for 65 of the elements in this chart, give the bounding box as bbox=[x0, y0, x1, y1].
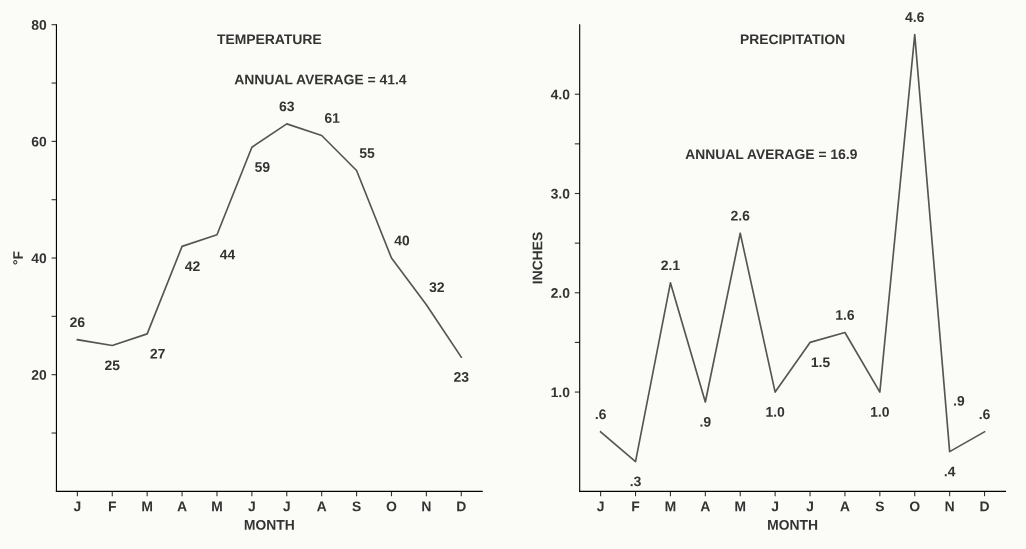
x-tick-label: J bbox=[283, 501, 290, 512]
x-tick-label: A bbox=[177, 501, 187, 512]
data-label: 27 bbox=[150, 348, 165, 359]
x-tick-label: J bbox=[73, 501, 81, 512]
data-label: 63 bbox=[279, 101, 294, 112]
data-label: .3 bbox=[630, 476, 641, 487]
y-tick-label: 1.0 bbox=[551, 387, 570, 398]
x-tick-label: S bbox=[875, 501, 884, 512]
data-label: 32 bbox=[429, 282, 445, 293]
x-tick-label: N bbox=[945, 501, 954, 512]
x-axis-title: MONTH bbox=[244, 519, 294, 530]
x-tick-label: J bbox=[806, 501, 813, 512]
x-tick-label: M bbox=[735, 501, 746, 512]
data-label: .6 bbox=[979, 409, 990, 420]
y-tick-label: 80 bbox=[31, 20, 47, 30]
y-axis-title: °F bbox=[13, 251, 23, 265]
data-label: 2.6 bbox=[731, 210, 750, 221]
x-tick-label: M bbox=[665, 501, 676, 512]
data-label: 55 bbox=[359, 148, 375, 158]
x-tick-label: O bbox=[386, 501, 397, 512]
x-axis-title: MONTH bbox=[768, 519, 818, 530]
data-label: 61 bbox=[324, 113, 340, 123]
data-label: 44 bbox=[219, 249, 236, 260]
data-label: 23 bbox=[454, 372, 469, 382]
annotation: .9 bbox=[954, 395, 965, 406]
x-tick-label: J bbox=[596, 501, 604, 512]
data-label: 25 bbox=[105, 360, 120, 371]
x-tick-label: D bbox=[980, 501, 989, 512]
y-tick-label: 3.0 bbox=[550, 188, 570, 199]
annotation: ANNUAL AVERAGE = 41.4 bbox=[234, 74, 407, 85]
x-tick-label: D bbox=[457, 501, 466, 512]
y-tick-label: 2.0 bbox=[551, 288, 570, 298]
data-label: .4 bbox=[944, 466, 956, 477]
text: PRECIPITATION bbox=[740, 34, 845, 45]
y-axis-title: INCHES bbox=[532, 232, 543, 284]
data-label: 40 bbox=[394, 235, 410, 246]
y-tick-label: 40 bbox=[31, 253, 47, 264]
data-label: 59 bbox=[255, 162, 270, 172]
x-tick-label: F bbox=[108, 501, 117, 512]
data-label: 2.1 bbox=[661, 260, 680, 271]
data-label: 4.6 bbox=[905, 12, 924, 23]
x-tick-label: O bbox=[909, 501, 920, 512]
x-tick-label: S bbox=[352, 501, 361, 512]
x-tick-label: J bbox=[248, 501, 255, 512]
data-label: 1.0 bbox=[766, 406, 785, 417]
data-label: 1.6 bbox=[836, 310, 855, 320]
data-label: 1.0 bbox=[871, 406, 889, 417]
x-tick-label: A bbox=[317, 501, 327, 512]
y-tick-label: 4.0 bbox=[550, 89, 570, 100]
x-tick-label: M bbox=[142, 501, 153, 512]
x-tick-label: A bbox=[840, 501, 850, 512]
y-tick-label: 60 bbox=[31, 136, 47, 147]
text: TEMPERATURE bbox=[217, 34, 322, 45]
data-label: 42 bbox=[185, 261, 200, 271]
x-tick-label: M bbox=[212, 501, 222, 512]
annotation: ANNUAL AVERAGE = 16.9 bbox=[685, 149, 857, 160]
data-label: 26 bbox=[70, 317, 85, 328]
x-tick-label: N bbox=[422, 501, 431, 512]
x-tick-label: F bbox=[632, 501, 640, 512]
data-label: 1.5 bbox=[811, 357, 830, 368]
data-label: .6 bbox=[595, 409, 606, 420]
data-label: .9 bbox=[700, 416, 711, 427]
y-tick-label: 20 bbox=[31, 370, 47, 380]
x-tick-label: A bbox=[700, 501, 710, 512]
x-tick-label: J bbox=[771, 501, 779, 512]
